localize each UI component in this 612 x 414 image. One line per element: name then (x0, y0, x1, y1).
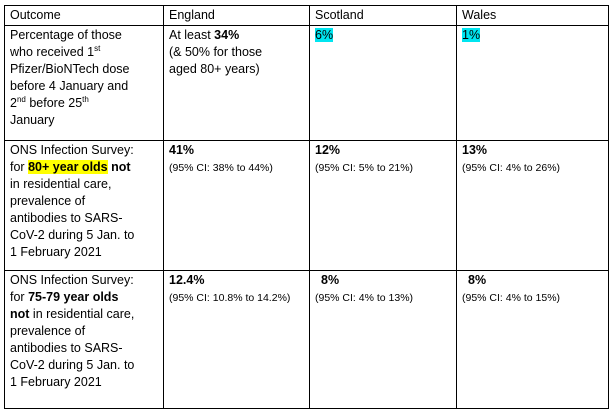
bold-value: 12% (315, 143, 341, 157)
text: CoV-2 during 5 Jan. to (10, 228, 135, 242)
value-cell: 13% (95% CI: 4% to 26%) (456, 140, 609, 271)
text: Pfizer/BioNTech dose (10, 62, 130, 76)
text: prevalence of (10, 324, 86, 338)
bold-value: 41% (169, 143, 195, 157)
header-cell: Wales (456, 5, 609, 26)
text: prevalence of (10, 194, 86, 208)
value-cell: 12% (95% CI: 5% to 21%) (309, 140, 457, 271)
superscript: th (82, 94, 89, 104)
highlighted-value: 6% (315, 28, 334, 42)
text: At least (169, 28, 215, 42)
value-cell: 41% (95% CI: 38% to 44%) (163, 140, 310, 271)
text: aged 80+ years) (169, 62, 260, 76)
value-cell: At least 34% (& 50% for those aged 80+ y… (163, 25, 310, 141)
text: ONS Infection Survey: (10, 273, 134, 287)
value-cell: 8% (95% CI: 4% to 15%) (456, 270, 609, 409)
bold-value: 8% (321, 273, 340, 287)
value-cell: 1% (456, 25, 609, 141)
bold-text: not (107, 160, 131, 174)
text: 1 February 2021 (10, 375, 102, 389)
ci-text: (95% CI: 4% to 15%) (462, 292, 561, 304)
bold-value: 8% (468, 273, 487, 287)
text: before 25 (25, 96, 83, 110)
bold-text: 75-79 year olds (28, 290, 119, 304)
ci-text: (95% CI: 4% to 26%) (462, 162, 561, 174)
text: who received 1 (10, 45, 95, 59)
text: 1 February 2021 (10, 245, 102, 259)
ci-text: (95% CI: 4% to 13%) (315, 292, 414, 304)
outcome-cell: Percentage of those who received 1st Pfi… (4, 25, 164, 141)
text: in residential care, (10, 177, 112, 191)
text: Percentage of those (10, 28, 122, 42)
highlighted-value: 1% (462, 28, 481, 42)
text: for (10, 160, 29, 174)
value-cell: 12.4% (95% CI: 10.8% to 14.2%) (163, 270, 310, 409)
outcome-cell: ONS Infection Survey: for 75-79 year old… (4, 270, 164, 409)
bold-value: 34% (214, 28, 240, 42)
superscript: st (94, 43, 101, 53)
outcomes-table: Outcome England Scotland Wales Percentag… (4, 5, 609, 409)
value-cell: 6% (309, 25, 457, 141)
bold-value: 13% (462, 143, 488, 157)
header-cell: Scotland (309, 5, 457, 26)
text: (& 50% for those (169, 45, 263, 59)
text: in residential care, (29, 307, 135, 321)
highlighted-text: 80+ year olds (28, 160, 108, 174)
table-row: ONS Infection Survey: for 80+ year olds … (4, 140, 609, 271)
text: CoV-2 during 5 Jan. to (10, 358, 135, 372)
text: 2 (10, 96, 17, 110)
ci-text: (95% CI: 38% to 44%) (169, 162, 273, 174)
text: before 4 January and (10, 79, 129, 93)
text: for (10, 290, 29, 304)
ci-text: (95% CI: 10.8% to 14.2%) (169, 292, 291, 304)
header-cell: England (163, 5, 310, 26)
text: January (10, 113, 55, 127)
header-row: Outcome England Scotland Wales (4, 5, 609, 26)
ci-text: (95% CI: 5% to 21%) (315, 162, 414, 174)
bold-value: 12.4% (169, 273, 205, 287)
text: ONS Infection Survey: (10, 143, 134, 157)
value-cell: 8% (95% CI: 4% to 13%) (309, 270, 457, 409)
superscript: nd (16, 94, 26, 104)
table-row: ONS Infection Survey: for 75-79 year old… (4, 270, 609, 409)
table-row: Percentage of those who received 1st Pfi… (4, 25, 609, 141)
bold-text: not (10, 307, 30, 321)
text: antibodies to SARS- (10, 341, 123, 355)
outcome-cell: ONS Infection Survey: for 80+ year olds … (4, 140, 164, 271)
header-cell: Outcome (4, 5, 164, 26)
text: antibodies to SARS- (10, 211, 123, 225)
